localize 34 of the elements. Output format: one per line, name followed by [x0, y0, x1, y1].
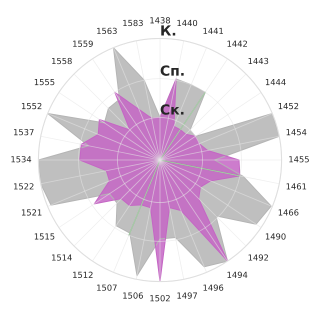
spoke-label: 1507: [97, 284, 117, 291]
spoke-label: 1559: [73, 40, 93, 47]
spoke-label: 1496: [203, 284, 224, 291]
spoke-label: 1490: [266, 233, 286, 240]
spoke-label: 1583: [123, 20, 143, 26]
spoke-label: 1461: [286, 183, 306, 190]
y-tick-label: К.: [161, 25, 176, 36]
spoke-label: 1466: [278, 209, 298, 216]
spoke-label: 1440: [177, 20, 198, 26]
spoke-label: 1454: [286, 129, 306, 136]
spoke-label: 1522: [14, 183, 34, 190]
spoke-label: 1502: [150, 295, 170, 302]
spoke-label: 1563: [97, 28, 117, 34]
spoke-label: 1438: [150, 17, 170, 24]
spoke-label: 1444: [266, 79, 286, 86]
spoke-label: 1442: [228, 40, 247, 47]
spoke-label: 1515: [34, 233, 54, 240]
spoke-label: 1494: [228, 272, 248, 278]
spoke-label: 1537: [14, 129, 34, 136]
spoke-label: 1558: [52, 58, 72, 64]
spoke-label: 1452: [278, 102, 298, 110]
spoke-label: 1455: [289, 156, 309, 162]
spoke-label: 1443: [248, 58, 268, 64]
spoke-label: 1555: [34, 79, 54, 86]
spoke-label: 1534: [11, 156, 32, 162]
spoke-label: 1521: [22, 209, 42, 216]
spoke-label: 1497: [177, 292, 197, 299]
y-tick-label: Сп.: [160, 65, 184, 76]
spoke-label: 1506: [123, 292, 143, 299]
spoke-label: 1441: [203, 28, 224, 34]
spoke-label: 1514: [52, 254, 72, 261]
spoke-label: 1512: [73, 272, 93, 278]
spoke-label: 1552: [22, 102, 42, 110]
spoke-label: 1492: [248, 254, 268, 261]
